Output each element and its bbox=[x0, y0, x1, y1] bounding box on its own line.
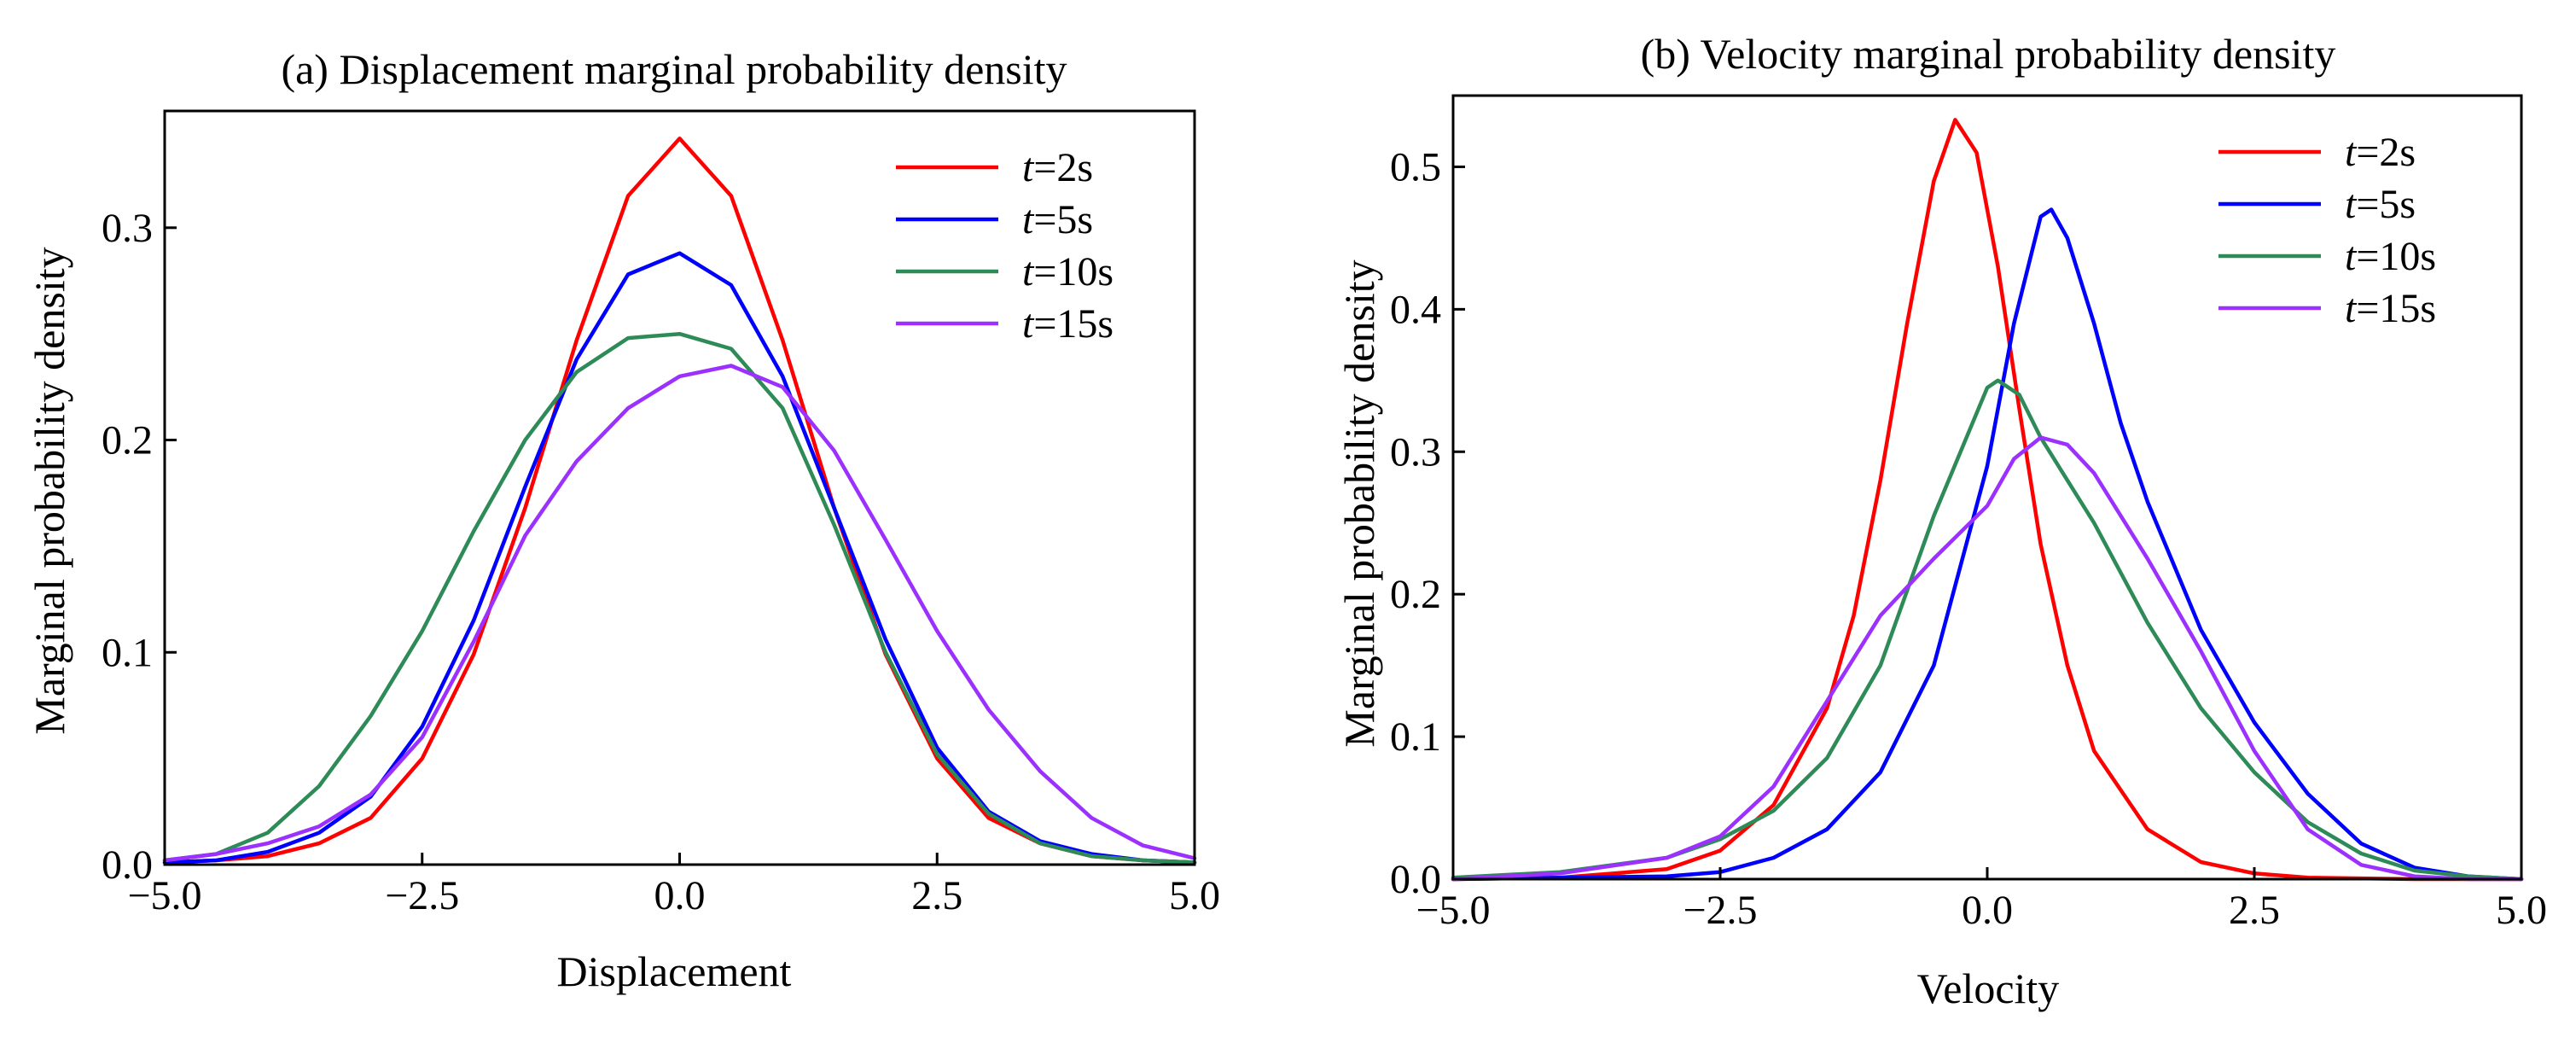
series-line-3 bbox=[162, 331, 1197, 865]
y-tick-label: 0.3 bbox=[102, 206, 153, 251]
panel-velocity: (b) Velocity marginal probability densit… bbox=[1335, 30, 2547, 1012]
series-line-4 bbox=[162, 364, 1197, 863]
series-line-3 bbox=[1451, 378, 2524, 882]
y-tick-label: 0.3 bbox=[1390, 429, 1441, 475]
legend-label: t=10s bbox=[2345, 234, 2436, 279]
y-tick-label: 0.1 bbox=[1390, 714, 1441, 760]
y-tick-label: 0.2 bbox=[102, 418, 153, 463]
x-tick-label: 5.0 bbox=[1169, 873, 1220, 918]
x-axis-label: Displacement bbox=[557, 947, 792, 995]
x-tick-label: 2.5 bbox=[911, 873, 962, 918]
x-tick-label: 0.0 bbox=[654, 873, 706, 918]
x-tick-label: 2.5 bbox=[2229, 888, 2280, 933]
y-axis-label: Marginal probability density bbox=[26, 247, 73, 734]
y-tick-label: 0.1 bbox=[102, 630, 153, 675]
x-axis-label: Velocity bbox=[1917, 964, 2060, 1012]
legend: t=2s t=5s t=10s t=15s bbox=[896, 145, 1114, 347]
chart-title: (b) Velocity marginal probability densit… bbox=[1641, 30, 2336, 78]
x-tick-label: −2.5 bbox=[1683, 888, 1757, 933]
y-tick-label: 0.4 bbox=[1390, 287, 1441, 332]
series-line-4 bbox=[1451, 435, 2524, 882]
y-tick-label: 0.0 bbox=[1390, 857, 1441, 902]
y-axis-label: Marginal probability density bbox=[1335, 259, 1383, 747]
legend-label: t=15s bbox=[2345, 286, 2436, 331]
x-tick-label: −2.5 bbox=[385, 873, 459, 918]
x-tick-label: 0.0 bbox=[1962, 888, 2013, 933]
y-tick-label: 0.0 bbox=[102, 842, 153, 888]
legend-label: t=10s bbox=[1022, 249, 1114, 294]
chart-title: (a) Displacement marginal probability de… bbox=[281, 45, 1067, 93]
series-line-1 bbox=[162, 137, 1197, 865]
panel-displacement: (a) Displacement marginal probability de… bbox=[26, 45, 1220, 995]
legend: t=2s t=5s t=10s t=15s bbox=[2218, 130, 2436, 331]
legend-label: t=5s bbox=[1022, 197, 1093, 242]
legend-label: t=15s bbox=[1022, 301, 1114, 347]
x-tick-label: −5.0 bbox=[127, 873, 201, 918]
x-tick-label: −5.0 bbox=[1416, 888, 1490, 933]
x-tick-label: 5.0 bbox=[2496, 888, 2547, 933]
series-group bbox=[1451, 118, 2524, 882]
legend-label: t=2s bbox=[1022, 145, 1093, 190]
y-tick-label: 0.5 bbox=[1390, 144, 1441, 189]
series-group bbox=[162, 137, 1197, 865]
y-tick-label: 0.2 bbox=[1390, 572, 1441, 617]
legend-label: t=5s bbox=[2345, 182, 2416, 227]
legend-label: t=2s bbox=[2345, 130, 2416, 175]
series-line-2 bbox=[1451, 207, 2524, 882]
